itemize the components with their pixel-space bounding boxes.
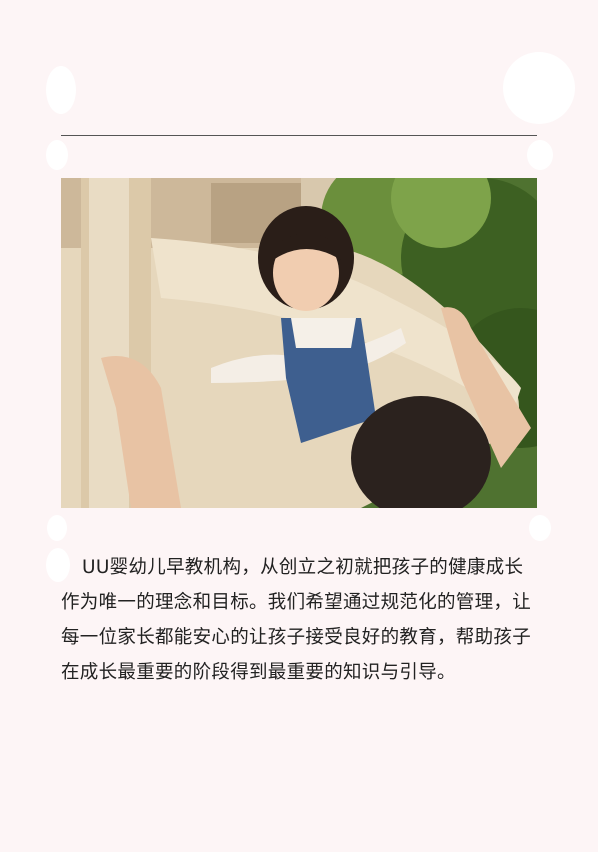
header-divider [61, 135, 537, 136]
decor-blob-text-left [46, 548, 70, 582]
decor-blob-top-left [46, 66, 76, 114]
decor-blob-low-left [47, 515, 67, 541]
decor-blob-mid-left [46, 140, 68, 170]
decor-blob-top-right [503, 52, 575, 124]
intro-paragraph: UU婴幼儿早教机构，从创立之初就把孩子的健康成长作为唯一的理念和目标。我们希望通… [61, 557, 532, 683]
hero-photo-illustration [61, 178, 537, 508]
decor-blob-low-right [529, 515, 551, 541]
decor-blob-mid-right [527, 140, 553, 170]
hero-photo [61, 178, 537, 508]
